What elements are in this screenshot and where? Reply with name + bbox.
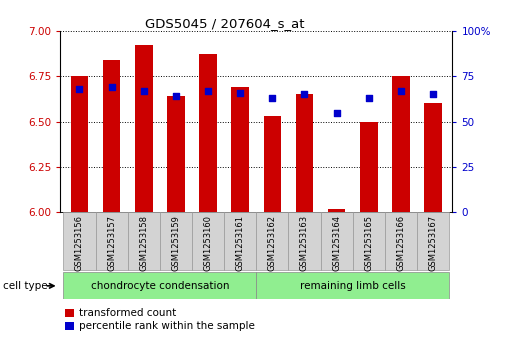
Bar [71, 76, 88, 212]
Text: GSM1253161: GSM1253161 [236, 215, 245, 271]
Bar [288, 212, 321, 270]
Bar [63, 212, 96, 270]
Bar [63, 272, 256, 299]
Legend: transformed count, percentile rank within the sample: transformed count, percentile rank withi… [65, 308, 255, 331]
Point [140, 88, 148, 94]
Text: GSM1253164: GSM1253164 [332, 215, 341, 271]
Point [397, 88, 405, 94]
Text: GSM1253167: GSM1253167 [429, 215, 438, 272]
Bar [135, 45, 153, 212]
Bar [103, 60, 120, 212]
Bar [295, 94, 313, 212]
Bar [128, 212, 160, 270]
Text: GSM1253158: GSM1253158 [139, 215, 148, 271]
Point [429, 91, 437, 97]
Text: GSM1253160: GSM1253160 [203, 215, 212, 271]
Point [172, 93, 180, 99]
Bar [385, 212, 417, 270]
Point [75, 86, 84, 92]
Bar [224, 212, 256, 270]
Bar [424, 103, 442, 212]
Text: GSM1253165: GSM1253165 [365, 215, 373, 271]
Point [300, 91, 309, 97]
Text: remaining limb cells: remaining limb cells [300, 281, 406, 291]
Title: GDS5045 / 207604_s_at: GDS5045 / 207604_s_at [145, 17, 304, 30]
Text: GSM1253156: GSM1253156 [75, 215, 84, 271]
Point [236, 90, 244, 95]
Bar [321, 212, 353, 270]
Bar [199, 54, 217, 212]
Text: GSM1253159: GSM1253159 [172, 215, 180, 271]
Text: GSM1253163: GSM1253163 [300, 215, 309, 272]
Text: GSM1253166: GSM1253166 [396, 215, 405, 272]
Bar [231, 87, 249, 212]
Point [333, 110, 341, 115]
Bar [256, 272, 449, 299]
Bar [167, 96, 185, 212]
Point [365, 95, 373, 101]
Bar [256, 212, 288, 270]
Bar [353, 212, 385, 270]
Bar [192, 212, 224, 270]
Bar [96, 212, 128, 270]
Text: cell type: cell type [3, 281, 47, 291]
Text: GSM1253162: GSM1253162 [268, 215, 277, 271]
Bar [328, 209, 346, 212]
Point [268, 95, 277, 101]
Bar [392, 76, 410, 212]
Text: chondrocyte condensation: chondrocyte condensation [90, 281, 229, 291]
Text: GSM1253157: GSM1253157 [107, 215, 116, 271]
Point [107, 84, 116, 90]
Bar [160, 212, 192, 270]
Point [204, 88, 212, 94]
Bar [264, 116, 281, 212]
Bar [360, 122, 378, 212]
Bar [417, 212, 449, 270]
